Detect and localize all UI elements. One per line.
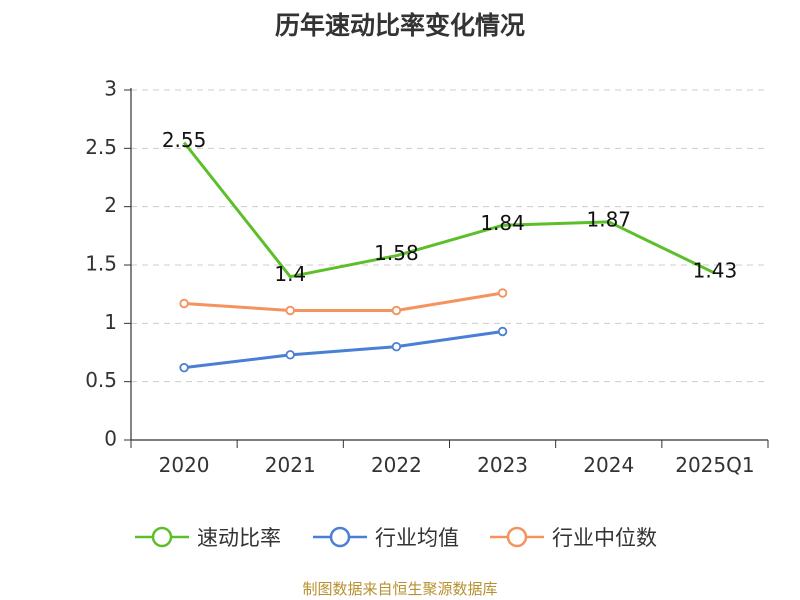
y-tick-label: 1 xyxy=(104,310,117,334)
legend-label-speed-ratio: 速动比率 xyxy=(197,526,281,550)
x-tick-label: 2021 xyxy=(265,453,316,477)
x-tick-label: 2022 xyxy=(371,453,422,477)
data-point xyxy=(179,298,189,309)
legend-marker-industry-median xyxy=(490,526,544,548)
data-point xyxy=(391,305,402,316)
legend-label-industry-median: 行业中位数 xyxy=(552,526,657,550)
data-label: 1.84 xyxy=(480,211,525,235)
y-tick-label: 2 xyxy=(104,193,117,217)
legend-marker-industry-average xyxy=(313,526,367,548)
chart-title: 历年速动比率变化情况 xyxy=(274,11,525,40)
legend-item-speed-ratio[interactable]: 速动比率 xyxy=(135,521,281,553)
data-point xyxy=(391,341,402,352)
data-label: 1.58 xyxy=(374,241,419,265)
legend-item-industry-median[interactable]: 行业中位数 xyxy=(490,521,657,553)
series-line-2 xyxy=(183,291,503,312)
y-tick-label: 0 xyxy=(104,427,117,451)
data-point xyxy=(497,288,508,298)
data-point xyxy=(285,305,295,316)
legend-dot-speed xyxy=(151,526,173,548)
data-label: 1.4 xyxy=(274,262,306,286)
y-tick-label: 1.5 xyxy=(85,252,117,276)
series-line-0 xyxy=(182,141,716,279)
data-source-note: 制图数据来自恒生聚源数据库 xyxy=(302,580,498,598)
legend-marker-speed-ratio xyxy=(135,526,189,548)
y-tick-label: 3 xyxy=(104,77,117,101)
data-point xyxy=(179,362,189,373)
x-tick-label: 2025Q1 xyxy=(675,453,754,477)
data-label: 1.43 xyxy=(693,259,738,283)
data-point xyxy=(285,350,295,360)
legend-dot-avg xyxy=(329,526,351,548)
data-label: 1.87 xyxy=(586,207,631,231)
y-tick-label: 0.5 xyxy=(85,368,117,392)
series-line-1 xyxy=(183,330,503,370)
chart-legend: 速动比率 行业均值 行业中位数 xyxy=(0,521,800,553)
x-tick-label: 2020 xyxy=(159,453,210,477)
data-label: 2.55 xyxy=(162,128,207,152)
x-tick-label: 2024 xyxy=(583,453,634,477)
x-tick-label: 2023 xyxy=(477,453,528,477)
legend-label-industry-average: 行业均值 xyxy=(375,526,459,550)
data-point xyxy=(497,326,508,337)
y-tick-label: 2.5 xyxy=(85,135,117,159)
legend-item-industry-average[interactable]: 行业均值 xyxy=(313,521,459,553)
legend-dot-median xyxy=(506,526,528,548)
